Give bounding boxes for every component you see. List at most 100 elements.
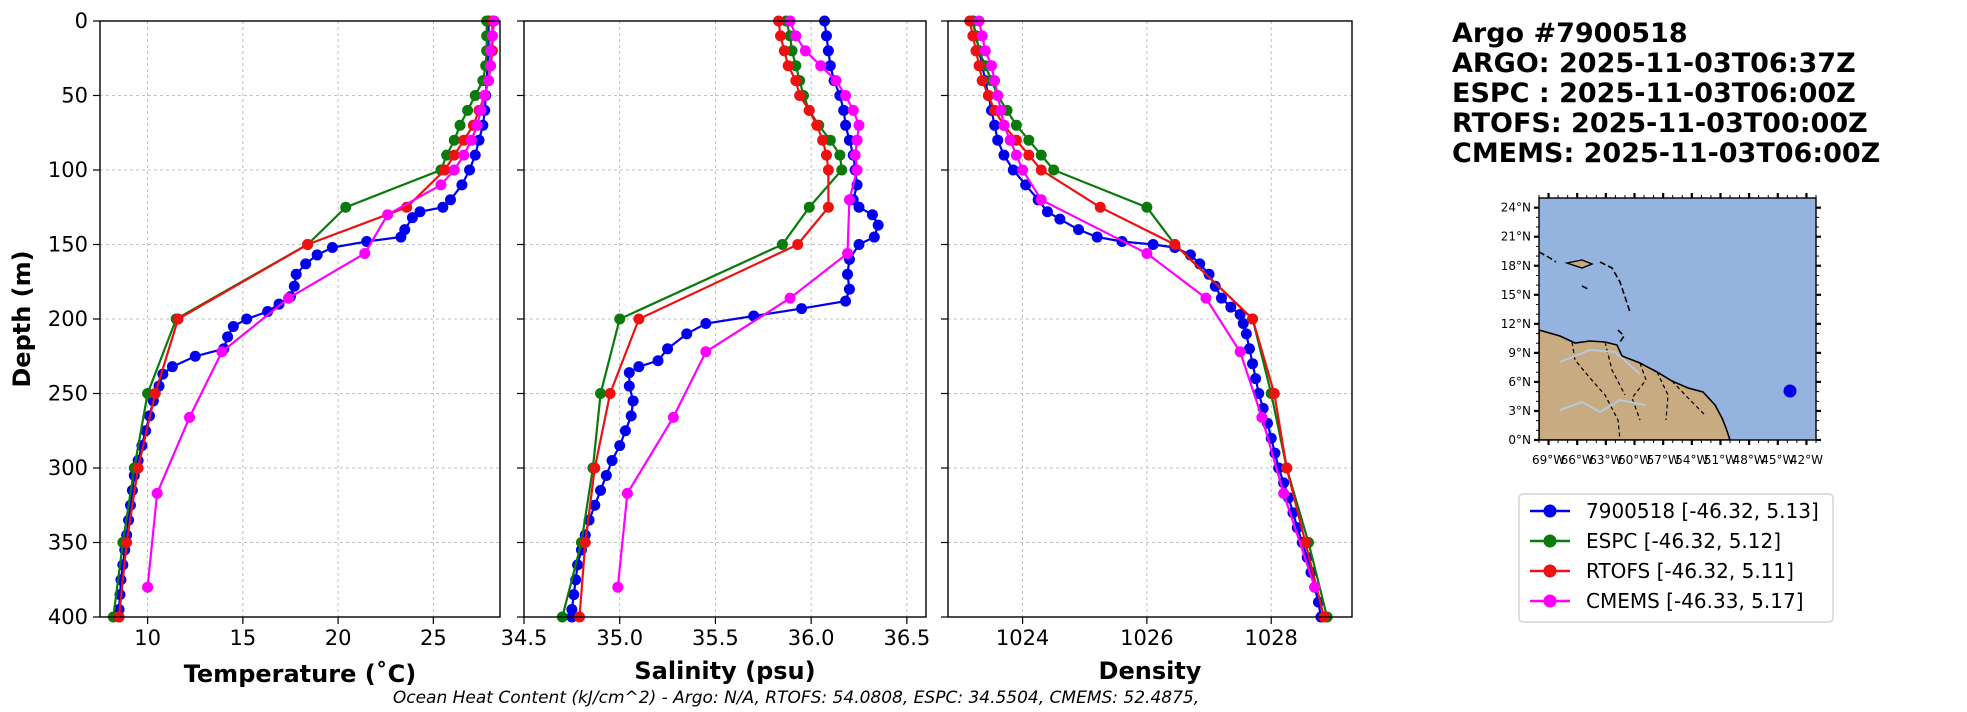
temperature-cmems-point [471,119,483,131]
salinity-rtofs-point [822,201,834,213]
salinity-rtofs-point [794,90,806,101]
temperature-7900518-point [469,149,481,161]
temperature-espc-point [142,388,154,399]
temperature-cmems-point [283,292,295,304]
density-7900518-point [1209,280,1221,292]
salinity-7900518-point [652,355,664,367]
salinity-x-tick-label: 36.0 [788,626,835,650]
title-rtofs-time: RTOFS: 2025-11-03T00:00Z [1452,108,1868,139]
salinity-espc-point [836,164,848,176]
density-7900518-point [998,149,1010,161]
salinity-espc-point [595,388,607,399]
salinity-cmems-point [849,149,861,161]
temperature-7900518-point [166,361,178,373]
density-7900518-point [1243,343,1255,355]
legend-swatch-marker [1543,504,1557,518]
temperature-x-tick-label: 25 [420,626,447,650]
salinity-x-tick-label: 35.5 [692,626,739,650]
legend-label: 7900518 [-46.32, 5.13] [1586,499,1819,523]
density-cmems-point [1256,411,1268,423]
temperature-y-ticks: 0 50 100 150 200 250 300 350 400 [48,9,100,629]
salinity-7900518-point [796,303,808,315]
density-cmems-point [979,45,991,57]
temperature-cmems-point [465,134,477,146]
map-lat-label: 24°N [1501,201,1531,215]
map-lon-label: 45°W [1761,453,1794,467]
density-cmems-point [1141,247,1153,259]
map-lat-label: 18°N [1501,259,1531,273]
map-lat-label: 9°N [1508,346,1531,360]
temperature-7900518-point [326,241,338,253]
temperature-cmems-point [458,149,470,161]
salinity-7900518-point [824,60,836,72]
density-7900518-point [1250,373,1262,385]
salinity-rtofs-point [803,104,815,116]
temperature-espc-point [340,201,352,213]
density-cmems-point [1278,487,1290,499]
temperature-y-tick-label: 200 [48,307,88,331]
salinity-espc-point [790,60,802,72]
salinity-x-label: Salinity (psu) [634,657,815,685]
salinity-7900518-point [868,231,880,243]
temperature-rtofs-point [448,149,460,161]
salinity-7900518-point [681,328,693,340]
map-lon-label: 66°W [1561,453,1594,467]
density-cmems-point [1200,292,1212,304]
temperature-7900518-point [456,179,468,191]
temperature-cmems-point [448,164,460,176]
temperature-7900518-point [241,313,253,325]
density-cmems-point [1004,134,1016,146]
salinity-rtofs-point [604,388,616,399]
density-7900518-point [1237,317,1249,329]
temperature-7900518-point [406,212,418,224]
density-x-tick-label: 1024 [996,626,1049,650]
salinity-7900518-point [838,104,850,116]
salinity-series [556,15,884,623]
temperature-y-tick-label: 350 [48,531,88,555]
temperature-y-tick-label: 0 [75,9,88,33]
temperature-rtofs-point [121,537,133,548]
density-cmems-point [992,90,1004,101]
legend-swatch-marker [1543,564,1557,578]
temperature-cmems-line [146,20,496,588]
map-river-lines [1559,348,1646,414]
temperature-grid [100,20,500,618]
salinity-rtofs-point [782,60,794,72]
temperature-y-tick-label: 250 [48,382,88,406]
salinity-x-ticks: 34.5 35.0 35.5 36.0 36.5 [501,617,930,650]
temperature-cmems-point [382,209,394,221]
salinity-rtofs-point [775,30,787,42]
temperature-7900518-point [290,268,302,280]
salinity-cmems-point [851,134,863,146]
density-x-ticks: 1024 1026 1028 [996,617,1298,650]
salinity-cmems-point [784,292,796,304]
temperature-y-tick-label: 100 [48,158,88,182]
temperature-7900518-point [300,258,312,270]
density-rtofs-point [967,30,979,42]
temperature-rtofs-point [302,239,314,250]
temperature-y-tick-label: 400 [48,605,88,629]
density-rtofs-point [1247,313,1259,325]
density-espc-point [1023,134,1035,146]
map-longitude-labels: 69°W66°W63°W60°W57°W54°W51°W48°W45°W42°W [1532,453,1823,467]
salinity-y-ticks [517,20,524,618]
density-y-ticks [941,20,948,618]
density-espc-point [1035,149,1047,161]
temperature-rtofs-point [132,462,144,474]
temperature-y-tick-label: 300 [48,456,88,480]
temperature-7900518-point [189,350,201,362]
density-rtofs-point [1299,537,1311,548]
temperature-7900518-point [473,134,485,146]
density-cmems-point [989,75,1001,87]
map-float-location-marker [1783,384,1797,398]
density-rtofs-point [1035,164,1047,176]
salinity-panel: 34.5 35.0 35.5 36.0 36.5 Salinity (psu) [501,15,930,685]
map-lon-label: 48°W [1733,453,1766,467]
salinity-cmems-point [842,247,854,259]
salinity-espc-point [803,201,815,213]
temperature-7900518-point [414,206,426,218]
salinity-7900518-point [866,209,878,221]
temperature-cmems-point [142,581,154,593]
location-map: 24°N 21°N 18°N 15°N 12°N 9°N 6°N 3°N 0°N 69°W66°… [1501,193,1823,467]
salinity-7900518-point [700,317,712,329]
